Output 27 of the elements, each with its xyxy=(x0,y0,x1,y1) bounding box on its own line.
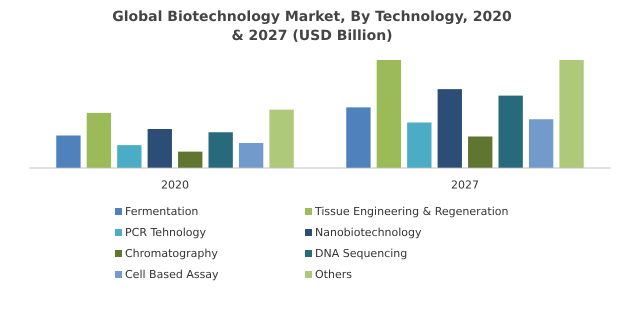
legend-label: Tissue Engineering & Regeneration xyxy=(315,205,508,218)
bar xyxy=(528,119,554,168)
bar xyxy=(468,136,492,168)
bar xyxy=(178,152,202,168)
legend-label: Cell Based Assay xyxy=(125,268,219,281)
bar xyxy=(86,112,112,168)
bar xyxy=(238,143,264,168)
bar xyxy=(269,110,294,168)
legend-label: Fermentation xyxy=(125,205,198,218)
bar xyxy=(498,96,523,168)
bar xyxy=(438,89,462,168)
bar xyxy=(376,60,402,168)
legend-label: Nanobiotechnology xyxy=(315,226,422,239)
bar xyxy=(407,122,432,168)
x-tick-label: 2020 xyxy=(161,178,189,192)
bar xyxy=(117,145,142,168)
x-tick-label: 2027 xyxy=(451,178,479,192)
bar xyxy=(559,60,584,168)
legend-label: Chromatography xyxy=(125,247,218,260)
legend-label: PCR Tehnology xyxy=(125,226,206,239)
legend-label: Others xyxy=(315,268,352,281)
bar xyxy=(148,128,172,168)
bar xyxy=(346,107,371,168)
bar xyxy=(208,132,233,168)
legend-label: DNA Sequencing xyxy=(315,247,408,260)
chart-title: Global Biotechnology Market, By Technology, 2020 & 2027 (USD Billion) xyxy=(112,8,512,46)
bar xyxy=(56,135,81,168)
